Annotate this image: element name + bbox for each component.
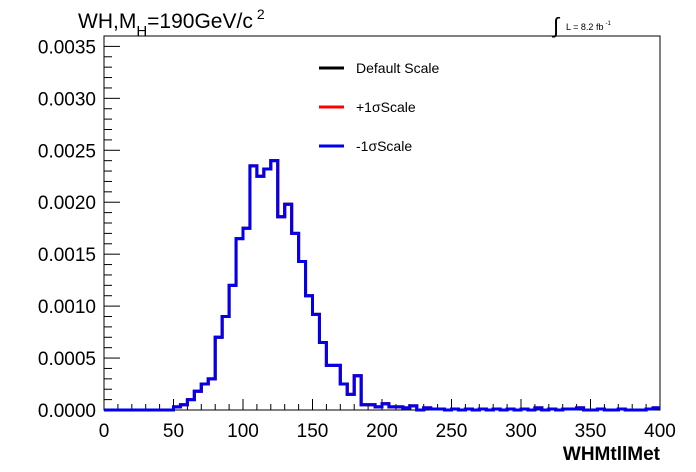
legend-label: Default Scale	[356, 60, 439, 76]
lumi-label: L = 8.2 fb -1	[566, 21, 611, 32]
x-tick-label: 100	[227, 421, 259, 442]
title-main: WH,M	[78, 10, 136, 33]
legend-label: -1σScale	[356, 138, 412, 154]
histogram-series-line	[104, 159, 660, 412]
x-tick-label: 50	[163, 421, 184, 442]
y-tick-label: 0.0030	[38, 89, 96, 110]
x-axis: 0 50 100 150 200 250 300 350 400	[99, 399, 676, 442]
x-tick-label: 300	[505, 421, 537, 442]
y-axis: 0.0000 0.0005 0.0010 0.0015 0.0020 0.0025 0.00…	[38, 37, 120, 422]
lumi-integral: ∫	[551, 13, 561, 38]
x-tick-label: 400	[644, 421, 676, 442]
y-tick-label: 0.0005	[38, 349, 96, 370]
lumi-superscript: -1	[605, 21, 611, 27]
x-tick-label: 350	[575, 421, 607, 442]
y-tick-label: 0.0015	[38, 245, 96, 266]
legend: Default Scale +1σScale -1σScale	[319, 60, 439, 154]
plot-frame	[103, 35, 661, 411]
lumi-main: L = 8.2 fb	[566, 22, 603, 32]
title-subscript: H	[136, 23, 147, 40]
histogram-series-line	[104, 159, 660, 412]
y-tick-label: 0.0010	[38, 297, 96, 318]
series-layer	[104, 159, 660, 412]
x-tick-label: 200	[366, 421, 398, 442]
x-tick-label: 0	[99, 421, 110, 442]
y-tick-label: 0.0025	[38, 141, 96, 162]
chart-title: WH,MH=190GeV/c 2	[78, 6, 265, 40]
y-tick-label: 0.0035	[38, 37, 96, 58]
x-axis-title: WHMtllMet	[563, 444, 661, 465]
y-tick-label: 0.0020	[38, 193, 96, 214]
x-tick-label: 150	[297, 421, 329, 442]
y-tick-label: 0.0000	[38, 401, 96, 422]
legend-label: +1σScale	[356, 99, 416, 115]
title-tail: =190GeV/c	[147, 10, 253, 33]
x-tick-label: 250	[436, 421, 468, 442]
histogram-series-line	[104, 159, 660, 412]
title-superscript: 2	[257, 6, 265, 22]
